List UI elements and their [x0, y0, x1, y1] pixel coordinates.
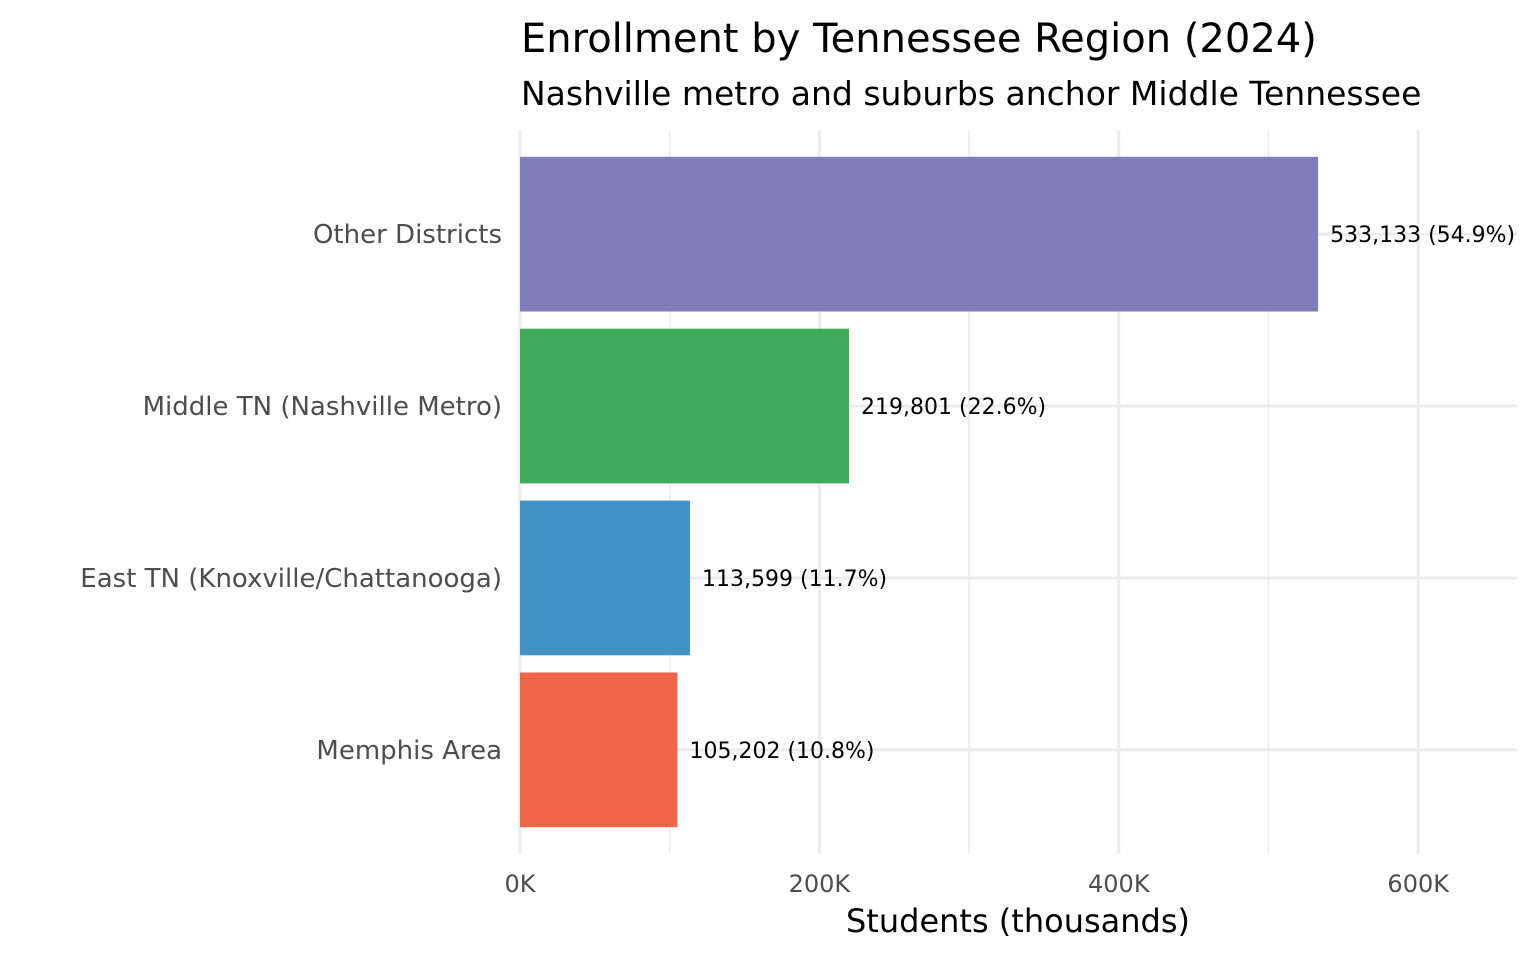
bar [520, 672, 678, 828]
chart-title: Enrollment by Tennessee Region (2024) [521, 16, 1317, 62]
category-label: Memphis Area [316, 736, 502, 766]
bars [520, 156, 1319, 828]
x-tick-label: 400K [1088, 870, 1151, 898]
data-label: 533,133 (54.9%) [1330, 223, 1515, 248]
data-labels: 533,133 (54.9%) 219,801 (22.6%) 113,599 (1… [689, 223, 1515, 764]
data-label: 219,801 (22.6%) [861, 395, 1046, 420]
bar [520, 156, 1319, 312]
x-tick-label: 0K [504, 870, 536, 898]
x-tick-label: 600K [1387, 870, 1450, 898]
bar [520, 500, 691, 656]
x-axis-title: Students (thousands) [846, 902, 1190, 940]
category-label: Other Districts [313, 220, 502, 250]
chart-subtitle: Nashville metro and suburbs anchor Middl… [521, 74, 1421, 113]
x-axis-ticks: 0K 200K 400K 600K [504, 870, 1450, 898]
data-label: 105,202 (10.8%) [689, 739, 874, 764]
x-tick-label: 200K [789, 870, 852, 898]
category-axis: Other Districts Middle TN (Nashville Metr… [80, 220, 502, 766]
bar [520, 328, 850, 484]
category-label: Middle TN (Nashville Metro) [143, 392, 502, 422]
category-label: East TN (Knoxville/Chattanooga) [80, 564, 502, 594]
data-label: 113,599 (11.7%) [702, 567, 887, 592]
